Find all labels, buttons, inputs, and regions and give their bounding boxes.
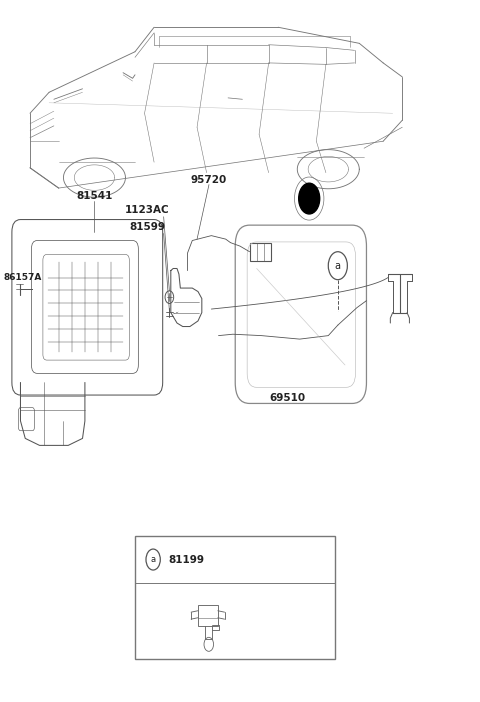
Circle shape xyxy=(299,183,320,214)
Text: 81599: 81599 xyxy=(129,222,165,232)
Text: a: a xyxy=(151,555,156,564)
Text: 95720: 95720 xyxy=(191,175,227,185)
Text: 81541: 81541 xyxy=(76,191,113,201)
Text: 81199: 81199 xyxy=(168,555,204,564)
Text: 69510: 69510 xyxy=(270,393,306,403)
Text: a: a xyxy=(335,260,341,271)
Text: 1123AC: 1123AC xyxy=(125,205,169,215)
Text: 86157A: 86157A xyxy=(4,273,42,282)
